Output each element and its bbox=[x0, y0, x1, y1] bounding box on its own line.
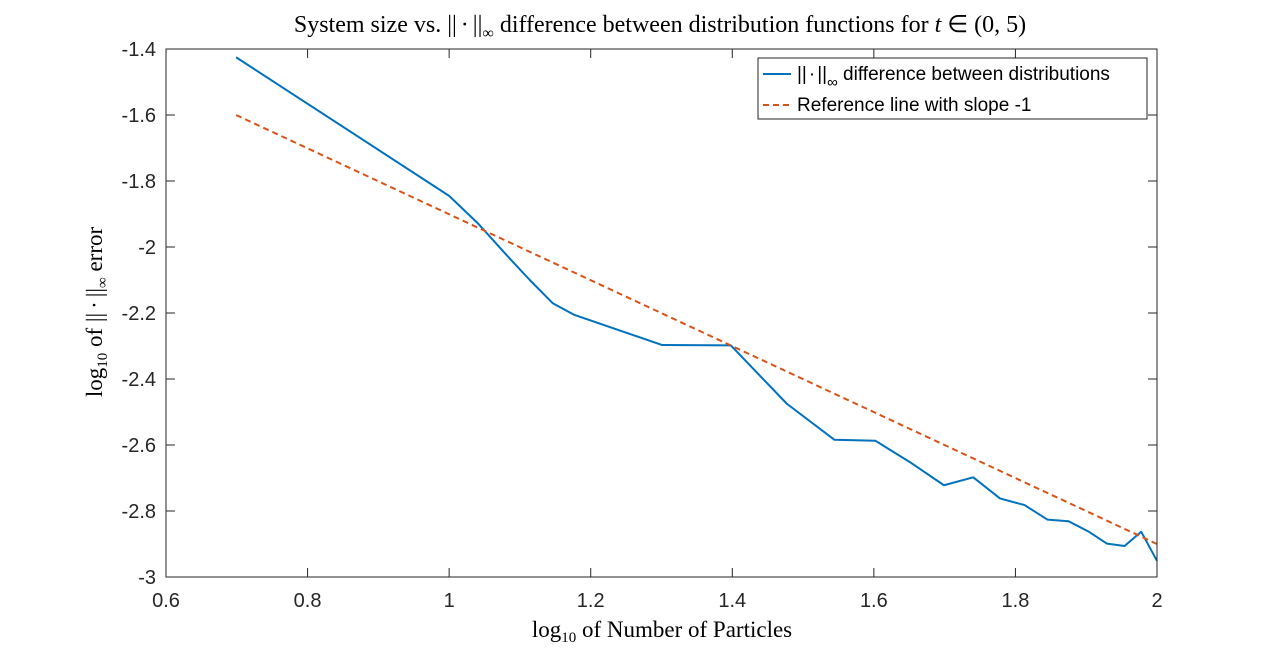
y-tick-label: -2.2 bbox=[122, 303, 156, 325]
legend-label-reference: Reference line with slope -1 bbox=[797, 95, 1031, 116]
x-tick-label: 1 bbox=[444, 590, 455, 612]
tick-labels-layer: 0.6 0.8 1 1.2 1.4 1.6 1.8 2 -3 -2.8 -2.6 -2.4 -2.2 -2… bbox=[122, 39, 1163, 612]
legend: || · ||∞ difference between distributions … bbox=[757, 57, 1148, 120]
x-tick-label: 1.2 bbox=[577, 590, 605, 612]
plot-frame bbox=[165, 48, 1158, 578]
y-tick-label: -2.6 bbox=[122, 435, 156, 457]
y-tick-label: -1.4 bbox=[122, 39, 156, 61]
x-tick-label: 2 bbox=[1151, 590, 1162, 612]
y-tick-label: -1.6 bbox=[122, 105, 156, 127]
series-line-distributions bbox=[235, 56, 1158, 562]
series-layer bbox=[235, 56, 1158, 562]
x-tick-label: 1.6 bbox=[860, 590, 888, 612]
y-tick-label: -3 bbox=[138, 567, 156, 589]
legend-label-distributions: || · ||∞ difference between distributions bbox=[797, 64, 1110, 91]
x-tick-label: 0.8 bbox=[294, 590, 322, 612]
x-tick-label: 1.8 bbox=[1002, 590, 1030, 612]
y-tick-label: -2.8 bbox=[122, 501, 156, 523]
x-tick-label: 0.6 bbox=[152, 590, 180, 612]
legend-box bbox=[757, 57, 1148, 120]
x-tick-label: 1.4 bbox=[718, 590, 746, 612]
y-tick-label: -1.8 bbox=[122, 171, 156, 193]
y-axis-label: log10 of ||·||∞ error bbox=[82, 227, 111, 398]
chart-title: System size vs. || · ||∞ difference betwee… bbox=[294, 12, 1026, 42]
x-axis-label: log10 of Number of Particles bbox=[532, 617, 792, 646]
y-tick-label: -2.4 bbox=[122, 369, 156, 391]
y-tick-label: -2 bbox=[138, 237, 156, 259]
